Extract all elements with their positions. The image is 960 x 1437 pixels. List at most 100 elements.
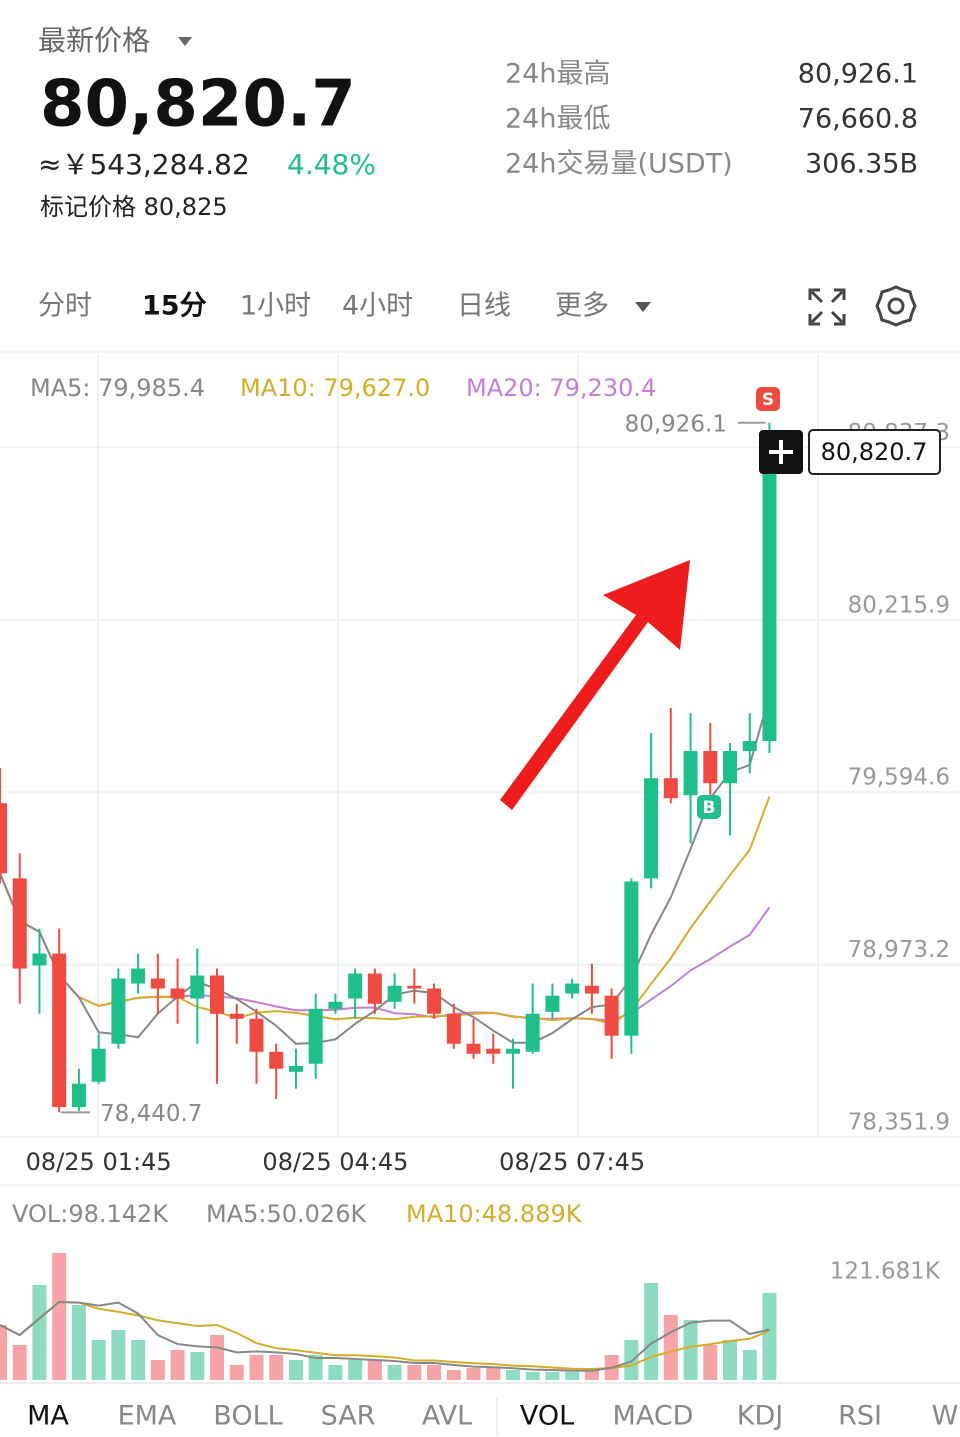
vol-bar — [170, 1350, 185, 1380]
vol-bar — [683, 1320, 698, 1380]
vol-bar — [486, 1368, 501, 1380]
vol-tick-label: 121.681K — [830, 1259, 941, 1285]
vol-bar — [71, 1305, 86, 1380]
vol-bar — [427, 1364, 442, 1380]
indicator-tab[interactable]: SAR — [321, 1401, 376, 1432]
indicator-tab[interactable]: MACD — [613, 1401, 694, 1432]
stat-label: 24h最低 — [505, 104, 610, 135]
y-tick-label: 79,594.6 — [848, 765, 950, 791]
indicator-tab[interactable]: KDJ — [737, 1401, 783, 1432]
vol-label: MA10:48.889K — [406, 1200, 583, 1228]
candle-body — [584, 985, 599, 994]
candle-body — [466, 1043, 481, 1054]
interval-tabs: 分时 15分 1小时 4小时 日线 更多 — [38, 291, 609, 322]
stats: 24h最高 80,926.1 24h最低 76,660.8 24h交易量(USDT) 30… — [505, 59, 918, 180]
sell-marker — [756, 387, 780, 411]
candle-body — [269, 1051, 284, 1069]
dropdown-icon[interactable] — [178, 37, 192, 46]
candle-body — [663, 778, 678, 799]
ma-label: MA5: 79,985.4 — [30, 374, 205, 402]
interval-tab[interactable]: 分时 — [38, 291, 92, 322]
vol-bar — [150, 1360, 165, 1380]
indicator-tab[interactable]: W — [932, 1401, 959, 1432]
candle-body — [150, 978, 165, 989]
candle-body — [328, 1001, 343, 1009]
vol-bar — [91, 1340, 106, 1380]
vol-bar — [111, 1330, 126, 1380]
indicator-tab[interactable]: RSI — [838, 1401, 882, 1432]
vol-bar — [32, 1285, 47, 1380]
candle-body — [229, 1013, 244, 1019]
fullscreen-icon[interactable] — [808, 288, 846, 326]
candle-body — [170, 988, 185, 999]
vol-bar — [210, 1335, 225, 1380]
stat-value: 76,660.8 — [798, 104, 918, 135]
settings-icon[interactable] — [875, 285, 917, 327]
indicator-tab[interactable]: VOL — [520, 1401, 574, 1432]
interval-tab[interactable]: 4小时 — [342, 291, 413, 322]
price-label: 最新价格 — [38, 24, 150, 57]
vol-bar — [131, 1340, 146, 1380]
last-price-tag — [808, 429, 941, 476]
vol-bar — [308, 1354, 323, 1380]
candle-body — [71, 1083, 86, 1108]
sell-marker-text: S — [762, 390, 774, 410]
vol-bar — [190, 1352, 205, 1380]
vol-bar — [52, 1253, 67, 1380]
candle-body — [308, 1008, 323, 1064]
ma-line — [0, 1300, 770, 1371]
vol-bar — [407, 1364, 422, 1380]
candle-body — [604, 995, 619, 1036]
candle-body — [525, 1013, 540, 1052]
indicator-tab[interactable]: BOLL — [213, 1401, 282, 1432]
red-arrow — [500, 560, 690, 810]
high-label: 80,926.1 — [625, 411, 727, 437]
candle-body — [190, 975, 205, 999]
y-tick-label: 80,215.9 — [848, 592, 950, 618]
candle-body — [505, 1048, 520, 1054]
indicator-tab[interactable]: EMA — [118, 1401, 177, 1432]
stat-value: 306.35B — [805, 149, 918, 180]
candle-body — [427, 988, 442, 1014]
price-chart: 78,351.978,973.279,594.680,215.980,837.3… — [0, 355, 960, 1176]
interval-tab[interactable]: 更多 — [555, 291, 609, 322]
candle-body — [624, 881, 639, 1036]
ma-line — [0, 1300, 770, 1372]
candle-body — [723, 751, 738, 784]
vol-bar — [644, 1283, 659, 1380]
candle-body — [111, 978, 126, 1044]
y-tick-label: 78,351.9 — [848, 1110, 950, 1136]
vol-bar — [723, 1340, 738, 1380]
candle-body — [32, 953, 47, 966]
candle-body — [52, 953, 67, 1108]
ma-label: MA20: 79,230.4 — [466, 374, 656, 402]
low-label: 78,440.7 — [100, 1101, 202, 1127]
candle-body — [407, 985, 422, 989]
last-price-tag-text: 80,820.7 — [821, 438, 928, 466]
vol-bar — [584, 1368, 599, 1380]
vol-bar — [762, 1292, 777, 1380]
mark-price: 标记价格 80,825 — [40, 193, 228, 221]
vol-bar — [545, 1371, 560, 1380]
candle-body — [486, 1048, 501, 1054]
indicator-tab[interactable]: AVL — [422, 1401, 472, 1432]
interval-tab[interactable]: 1小时 — [240, 291, 311, 322]
candle-body — [703, 751, 718, 784]
candle-body — [683, 751, 698, 796]
interval-tab[interactable]: 15分 — [142, 291, 207, 322]
change: 4.48% — [287, 148, 376, 181]
candle-body — [249, 1018, 264, 1052]
vol-bar — [328, 1364, 343, 1380]
ma-line — [0, 695, 771, 1045]
more-arrow[interactable] — [635, 302, 651, 312]
candle-body — [367, 973, 382, 1004]
vol-bar — [0, 1325, 7, 1380]
plus-icon — [769, 440, 793, 465]
candle-body — [565, 983, 580, 994]
indicator-tab[interactable]: MA — [27, 1401, 69, 1432]
interval-tab[interactable]: 日线 — [457, 291, 511, 322]
vol-bar — [505, 1370, 520, 1380]
x-tick-label: 08/25 07:45 — [499, 1148, 645, 1176]
